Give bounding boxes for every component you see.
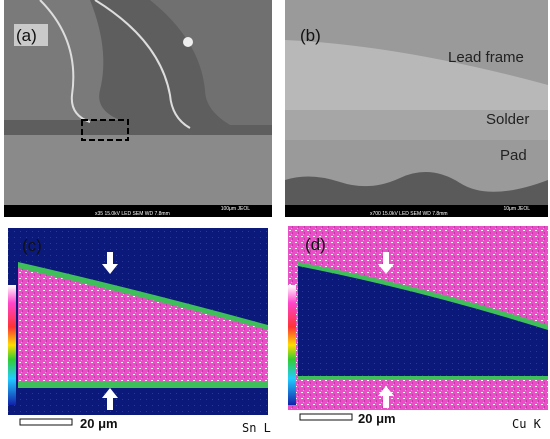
region-label: Lead frame — [448, 49, 524, 66]
info-bar — [4, 205, 272, 217]
cu-free-band — [298, 266, 548, 376]
arrow — [102, 388, 118, 410]
info-bar — [285, 205, 548, 217]
edge — [39, 0, 91, 123]
element-label: Cu K — [512, 417, 542, 431]
panel-c: (c) 20 μm Sn L — [8, 228, 271, 435]
arrow — [378, 252, 394, 274]
panel-b: 10μm JEOL x700 15.0kV LED SEM WD 7.8mm (… — [285, 0, 548, 217]
solder — [285, 40, 548, 110]
spot — [183, 37, 193, 47]
scale-label: 20 μm — [358, 411, 396, 426]
substrate — [4, 135, 272, 205]
panel-label: (c) — [22, 236, 42, 255]
region-label: Pad — [500, 147, 527, 164]
scale-label: 20 μm — [80, 416, 118, 431]
label-bg — [14, 24, 48, 46]
panel-a: 100μm JEOL x35 15.0kV LED SEM WD 7.8mm (… — [4, 0, 272, 217]
panel-d: (d) 20 μm Cu K — [288, 226, 548, 431]
region-label: Solder — [486, 111, 529, 128]
arrow — [102, 252, 118, 274]
scale-bar — [299, 413, 353, 421]
panel-label: (d) — [305, 235, 326, 254]
info-settings: x700 15.0kV LED SEM WD 7.8mm — [370, 211, 448, 217]
dark-region — [285, 172, 548, 205]
arrow — [378, 386, 394, 408]
interface — [285, 110, 548, 140]
element-label: Sn L — [242, 421, 271, 435]
scale-bar — [19, 418, 73, 426]
color-scale — [8, 285, 16, 405]
roi-box — [81, 119, 129, 141]
color-scale — [288, 285, 296, 405]
lead — [150, 0, 272, 125]
info-settings: x35 15.0kV LED SEM WD 7.8mm — [95, 211, 170, 217]
info-scale: 100μm JEOL — [221, 206, 251, 212]
panel-label: (b) — [300, 26, 321, 45]
edge — [94, 0, 191, 129]
info-scale: 10μm JEOL — [503, 206, 530, 212]
sn-band — [18, 268, 268, 382]
panel-label: (a) — [16, 26, 37, 45]
